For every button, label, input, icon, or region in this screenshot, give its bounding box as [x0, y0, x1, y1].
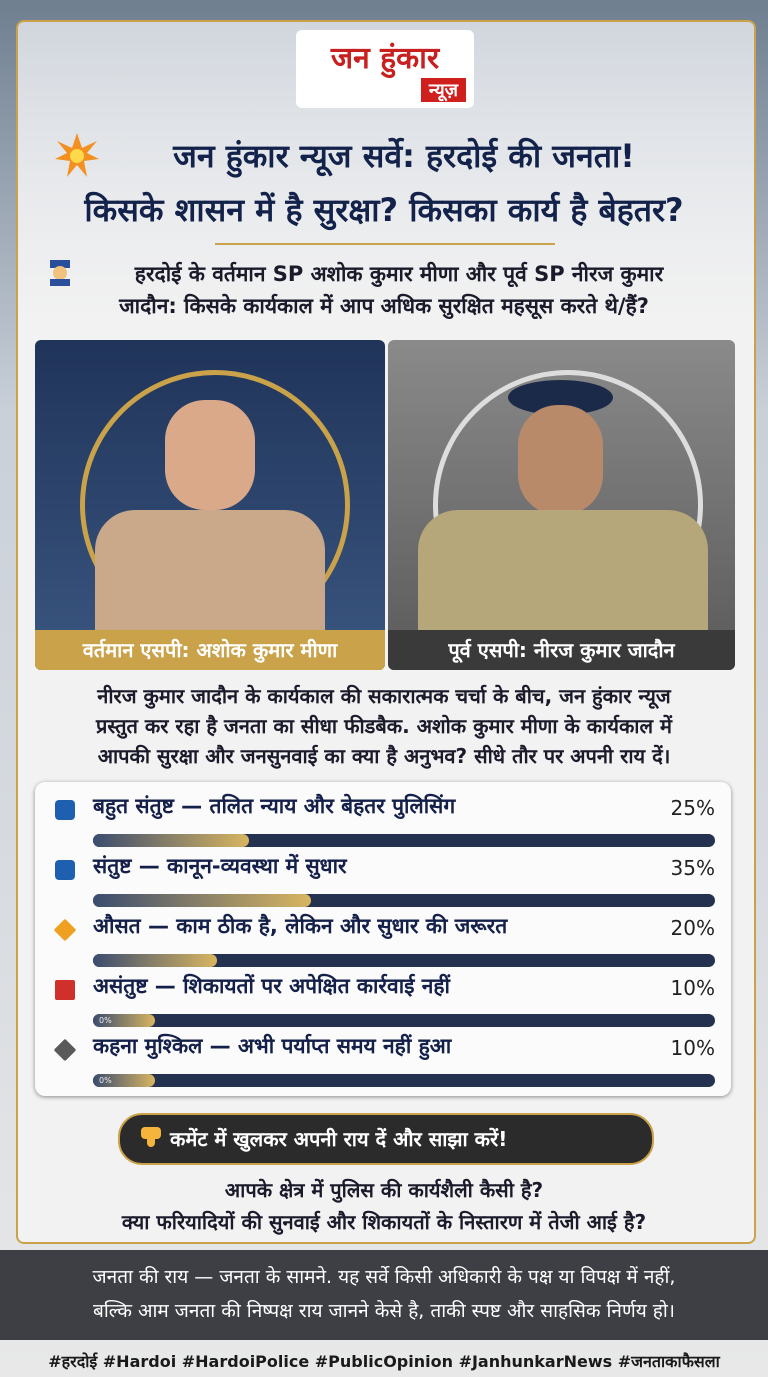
logo-name: जन हुंकार [330, 41, 440, 76]
poll-icon [55, 800, 75, 820]
disclaimer-line: बल्कि आम जनता की निष्पक्ष राय जानने केसे… [93, 1300, 675, 1322]
poll-bar [93, 894, 311, 907]
poll-icon [53, 1038, 77, 1062]
poll-value-label: 25% [670, 796, 715, 820]
poll-track [93, 834, 715, 847]
officer-photo: वर्तमान एसपी: अशोक कुमार मीणा [35, 340, 385, 670]
logo-tag: न्यूज़ [420, 78, 466, 102]
poll-label: संतुष्ट — कानून-व्यवस्था में सुधार [93, 854, 347, 878]
poll-label: कहना मुश्किल — अभी पर्याप्त समय नहीं हुआ [93, 1034, 452, 1058]
officer-caption: पूर्व एसपी: नीरज कुमार जादौन [388, 630, 735, 670]
point-down-icon [141, 1127, 161, 1147]
poll-bar [93, 834, 249, 847]
poll-value-label: 10% [670, 1036, 715, 1060]
poll: बहुत संतुष्ट — तलित न्याय और बेहतर पुलिस… [35, 782, 731, 1096]
poll-bar [93, 1074, 156, 1087]
police-icon [50, 260, 70, 286]
cta-text: कमेंट में खुलकर अपनी राय दें और साझा करे… [170, 1127, 508, 1151]
photo-uniform [418, 510, 708, 640]
disclaimer-line: जनता की राय — जनता के सामने. यह सर्वे कि… [92, 1266, 676, 1288]
hashtags: #हरदोई #Hardoi #HardoiPolice #PublicOpin… [48, 1352, 720, 1371]
intro-line: प्रस्तुत कर रहा है जनता का सीधा फीडबैक. … [96, 714, 672, 738]
poll-bar-label: 0% [99, 1076, 112, 1085]
poll-icon [55, 980, 75, 1000]
poll-label: असंतुष्ट — शिकायतों पर अपेक्षित कार्रवाई… [93, 974, 450, 998]
divider [215, 243, 555, 245]
poll-bar-label: 0% [99, 1016, 112, 1025]
poll-row: औसत — काम ठीक है, लेकिन और सुधार की जरूर… [35, 910, 731, 970]
poll-row: असंतुष्ट — शिकायतों पर अपेक्षित कार्रवाई… [35, 970, 731, 1030]
poll-value-label: 20% [670, 916, 715, 940]
poll-label: बहुत संतुष्ट — तलित न्याय और बेहतर पुलिस… [93, 794, 456, 818]
poll-value-label: 35% [670, 856, 715, 880]
photo-face [165, 400, 255, 510]
poll-icon [55, 860, 75, 880]
intro-line: आपकी सुरक्षा और जनसुनवाई का क्या है अनुभ… [97, 744, 671, 768]
prompt-line: क्या फरियादियों की सुनवाई और शिकायतों के… [121, 1210, 647, 1234]
poll-bar [93, 954, 218, 967]
photo-uniform [95, 510, 325, 640]
officer-caption: वर्तमान एसपी: अशोक कुमार मीणा [35, 630, 385, 670]
poll-value-label: 10% [670, 976, 715, 1000]
title-line: जन हुंकार न्यूज सर्वे: हरदोई की जनता! [173, 137, 635, 175]
poll-row: बहुत संतुष्ट — तलित न्याय और बेहतर पुलिस… [35, 790, 731, 850]
photo-face [518, 405, 603, 515]
officer-photo: पूर्व एसपी: नीरज कुमार जादौन [388, 340, 735, 670]
poll-label: औसत — काम ठीक है, लेकिन और सुधार की जरूर… [93, 914, 508, 938]
prompt-line: आपके क्षेत्र में पुलिस की कार्यशैली कैसी… [224, 1178, 544, 1202]
burst-icon [55, 133, 99, 177]
poll-track [93, 894, 715, 907]
question-line: जादौन: किसके कार्यकाल में आप अधिक सुरक्ष… [119, 294, 649, 318]
disclaimer-band [0, 1250, 768, 1340]
poll-track [93, 1014, 715, 1027]
cta-button: कमेंट में खुलकर अपनी राय दें और साझा करे… [118, 1113, 654, 1165]
poll-row: कहना मुश्किल — अभी पर्याप्त समय नहीं हुआ… [35, 1030, 731, 1090]
logo: जन हुंकार न्यूज़ [296, 30, 474, 108]
question-line: हरदोई के वर्तमान SP अशोक कुमार मीणा और प… [134, 262, 664, 286]
poll-track [93, 1074, 715, 1087]
title-line: किसके शासन में है सुरक्षा? किसका कार्य ह… [84, 191, 684, 229]
poll-bar [93, 1014, 156, 1027]
poll-track [93, 954, 715, 967]
intro-line: नीरज कुमार जादौन के कार्यकाल की सकारात्म… [97, 684, 671, 708]
poll-row: संतुष्ट — कानून-व्यवस्था में सुधार 35% [35, 850, 731, 910]
poll-icon [53, 918, 77, 942]
